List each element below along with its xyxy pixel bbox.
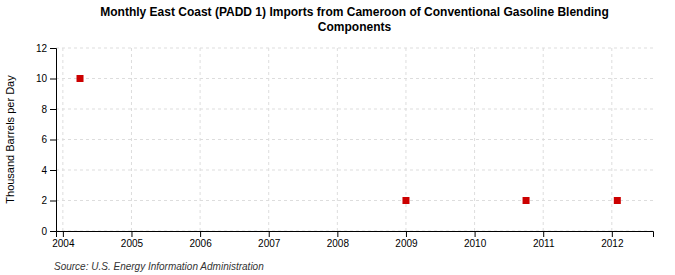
tick: 8 bbox=[41, 104, 56, 115]
title: Monthly East Coast (PADD 1) Imports from… bbox=[100, 5, 608, 34]
tick-label: 2010 bbox=[464, 238, 487, 249]
grid bbox=[56, 48, 653, 231]
tick: 2005 bbox=[121, 231, 144, 249]
tick-mark bbox=[50, 48, 56, 49]
tick-mark bbox=[131, 231, 132, 237]
tick-label: 2007 bbox=[258, 238, 281, 249]
grid-line bbox=[56, 109, 653, 110]
tick: 2010 bbox=[464, 231, 487, 249]
y-axis: 0 2 4 6 8 10 12 bbox=[36, 43, 57, 237]
tick: 0 bbox=[41, 226, 56, 237]
tick-mark bbox=[475, 231, 476, 237]
tick-mark bbox=[406, 231, 407, 237]
tick: 10 bbox=[36, 73, 56, 84]
plot: 2004 2005 2006 2007 2008 2009 2010 2011 2012 0 2 4 6… bbox=[36, 43, 654, 249]
tick-label: 8 bbox=[41, 104, 47, 115]
title-line: Components bbox=[318, 20, 392, 34]
grid-line bbox=[611, 48, 612, 231]
tick-mark bbox=[543, 231, 544, 237]
grid-line bbox=[56, 139, 653, 140]
tick: 4 bbox=[41, 165, 56, 176]
grid-line bbox=[56, 170, 653, 171]
tick-label: 2008 bbox=[327, 238, 350, 249]
tick: 2006 bbox=[189, 231, 212, 249]
tick-label: 2005 bbox=[121, 238, 144, 249]
grid-line bbox=[337, 48, 338, 231]
tick-mark bbox=[200, 231, 201, 237]
tick-mark bbox=[50, 231, 56, 232]
tick-mark bbox=[50, 109, 56, 110]
tick-label: 0 bbox=[41, 226, 47, 237]
tick: 2007 bbox=[258, 231, 281, 249]
tick: 2004 bbox=[52, 231, 75, 249]
tick-mark bbox=[612, 231, 613, 237]
tick-label: 2 bbox=[41, 195, 47, 206]
point bbox=[523, 197, 530, 204]
axis-line bbox=[57, 232, 654, 238]
tick: 2012 bbox=[601, 231, 624, 249]
grid-line bbox=[56, 48, 653, 49]
tick: 12 bbox=[36, 43, 56, 54]
tick-mark bbox=[50, 201, 56, 202]
tick: 2009 bbox=[395, 231, 418, 249]
tick-label: 2012 bbox=[601, 238, 624, 249]
grid-line bbox=[474, 48, 475, 231]
tick: 2 bbox=[41, 195, 56, 206]
tick: 6 bbox=[41, 134, 56, 145]
tick-label: 6 bbox=[41, 134, 47, 145]
point bbox=[614, 197, 621, 204]
tick-label: 2011 bbox=[533, 238, 555, 249]
marks bbox=[77, 75, 621, 204]
chart: 2004 2005 2006 2007 2008 2009 2010 2011 2012 0 2 4 6… bbox=[0, 0, 675, 275]
tick-mark bbox=[337, 231, 338, 237]
tick-mark bbox=[50, 140, 56, 141]
point bbox=[77, 75, 84, 82]
tick: 2008 bbox=[327, 231, 350, 249]
tick-mark bbox=[50, 170, 56, 171]
tick-label: 12 bbox=[36, 43, 48, 54]
tick-mark bbox=[269, 231, 270, 237]
title-line: Monthly East Coast (PADD 1) Imports from… bbox=[100, 5, 608, 19]
tick-mark bbox=[63, 231, 64, 237]
tick-label: 4 bbox=[41, 165, 47, 176]
tick-label: 2004 bbox=[52, 238, 75, 249]
tick-label: 10 bbox=[36, 73, 48, 84]
grid-line bbox=[56, 78, 653, 79]
grid-line bbox=[56, 200, 653, 201]
y-axis-label: Thousand Barrels per Day bbox=[4, 75, 16, 204]
x-axis: 2004 2005 2006 2007 2008 2009 2010 2011 2012 bbox=[52, 231, 653, 249]
grid-line bbox=[131, 48, 132, 231]
source: Source: U.S. Energy Information Administ… bbox=[54, 261, 264, 272]
axis-line bbox=[50, 49, 57, 232]
point bbox=[402, 197, 409, 204]
tick: 2011 bbox=[533, 231, 555, 249]
tick-label: 2006 bbox=[189, 238, 212, 249]
tick-mark bbox=[50, 79, 56, 80]
tick-label: 2009 bbox=[395, 238, 418, 249]
